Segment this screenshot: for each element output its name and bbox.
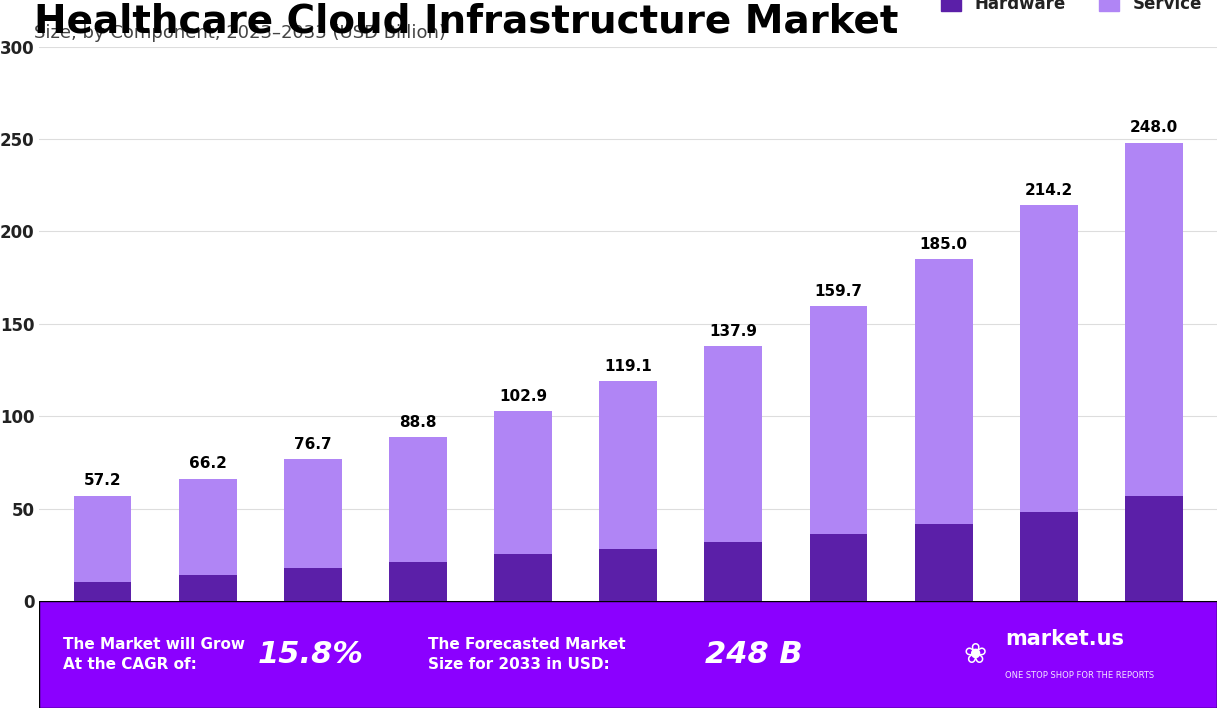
Text: 66.2: 66.2 — [189, 457, 226, 472]
Text: ❀: ❀ — [964, 641, 987, 668]
Bar — [494, 554, 553, 601]
Bar — [74, 496, 131, 582]
Bar — [74, 582, 131, 601]
Text: The Forecasted Market
Size for 2033 in USD:: The Forecasted Market Size for 2033 in U… — [428, 637, 626, 672]
Legend: Hardware, Service: Hardware, Service — [935, 0, 1208, 20]
Bar — [179, 479, 236, 576]
Text: 248.0: 248.0 — [1129, 120, 1178, 135]
Bar — [705, 542, 762, 601]
Text: 214.2: 214.2 — [1025, 183, 1073, 198]
Bar — [1125, 496, 1183, 601]
Bar — [599, 381, 657, 549]
Text: 137.9: 137.9 — [710, 324, 757, 339]
Text: market.us: market.us — [1005, 629, 1125, 649]
Text: 119.1: 119.1 — [605, 359, 652, 374]
Text: 15.8%: 15.8% — [257, 640, 363, 669]
Bar — [809, 534, 868, 601]
Bar — [915, 259, 972, 524]
Bar — [915, 524, 972, 601]
Text: 57.2: 57.2 — [84, 473, 122, 488]
Bar — [809, 306, 868, 534]
Text: The Market will Grow
At the CAGR of:: The Market will Grow At the CAGR of: — [63, 637, 245, 672]
Text: 102.9: 102.9 — [499, 389, 548, 404]
Text: Healthcare Cloud Infrastructure Market: Healthcare Cloud Infrastructure Market — [34, 3, 898, 40]
Text: Size, by Component, 2023–2033 (USD Billion): Size, by Component, 2023–2033 (USD Billi… — [34, 24, 445, 42]
Bar — [389, 437, 447, 561]
Text: 185.0: 185.0 — [920, 236, 968, 252]
Bar — [1020, 512, 1078, 601]
Bar — [1125, 143, 1183, 496]
Bar — [705, 346, 762, 542]
Bar — [284, 459, 342, 568]
Text: 248 B: 248 B — [705, 640, 802, 669]
Bar — [179, 576, 236, 601]
Bar — [284, 568, 342, 601]
Bar — [389, 561, 447, 601]
Bar — [494, 411, 553, 554]
Bar — [1020, 205, 1078, 512]
FancyBboxPatch shape — [39, 601, 1217, 708]
Text: 159.7: 159.7 — [814, 284, 863, 299]
Text: 88.8: 88.8 — [399, 415, 437, 430]
Text: 76.7: 76.7 — [295, 437, 332, 452]
Text: ONE STOP SHOP FOR THE REPORTS: ONE STOP SHOP FOR THE REPORTS — [1005, 671, 1154, 680]
Bar — [599, 549, 657, 601]
